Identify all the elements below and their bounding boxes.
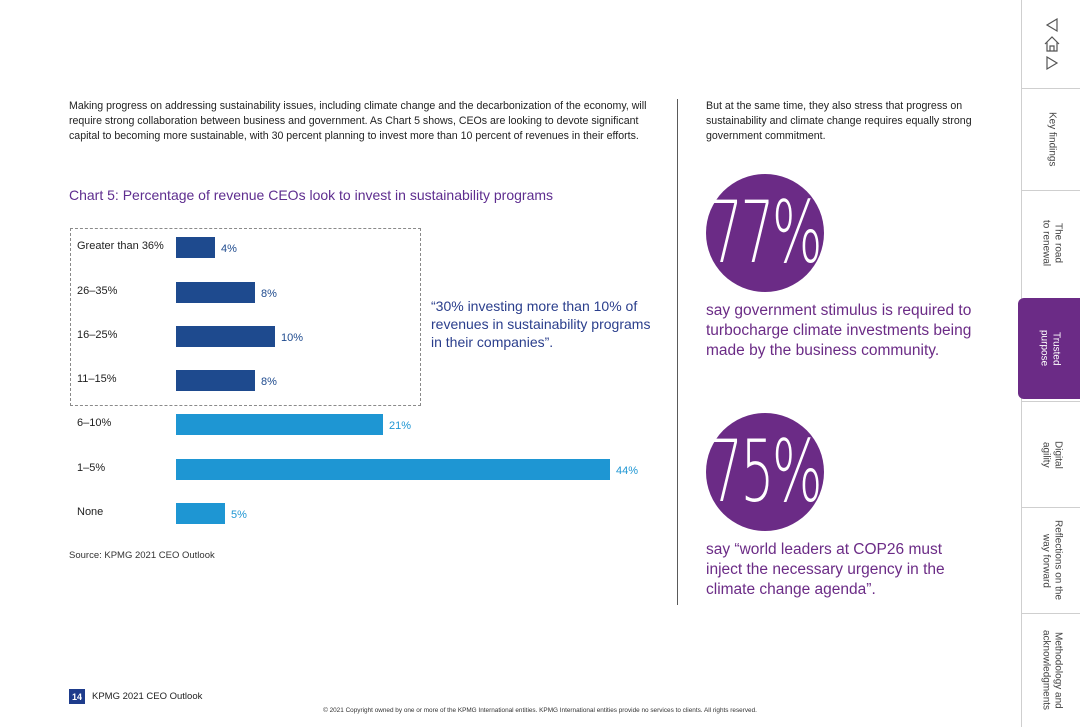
tab-label: Key findings bbox=[1046, 112, 1058, 167]
tab-trusted-purpose[interactable]: Trusted purpose bbox=[1018, 298, 1080, 399]
stat-value-1: 77% bbox=[709, 183, 823, 283]
tab-label: Reflections on the way forward bbox=[1040, 520, 1064, 601]
column-divider bbox=[677, 99, 678, 605]
bar bbox=[176, 459, 610, 480]
stat-circle-2: 75% bbox=[706, 413, 824, 531]
value-label: 5% bbox=[231, 509, 247, 521]
stat-text-2: say “world leaders at COP26 must inject … bbox=[706, 541, 945, 598]
category-label: None bbox=[77, 506, 104, 518]
bar bbox=[176, 370, 255, 391]
tab-road-to-renewal[interactable]: The road to renewal bbox=[1022, 190, 1080, 296]
side-navigation: Key findings The road to renewal Trusted… bbox=[1018, 0, 1080, 727]
tab-label: Digital agility bbox=[1040, 440, 1064, 469]
stat-value-2: 75% bbox=[709, 422, 823, 522]
tab-reflections[interactable]: Reflections on the way forward bbox=[1022, 507, 1080, 613]
stat-circle-1: 77% bbox=[706, 174, 824, 292]
tab-label: The road to renewal bbox=[1040, 220, 1064, 267]
chart-callout-quote: “30% investing more than 10% of revenues… bbox=[431, 298, 651, 350]
tab-label: Methodology and acknowledgments bbox=[1040, 630, 1064, 711]
category-label: 6–10% bbox=[77, 417, 112, 429]
highlight-group-box bbox=[70, 228, 421, 406]
category-label: Greater than 36% bbox=[77, 240, 164, 252]
tab-label: Trusted purpose bbox=[1038, 330, 1062, 367]
tab-methodology[interactable]: Methodology and acknowledgments bbox=[1022, 613, 1080, 727]
category-label: 26–35% bbox=[77, 285, 118, 297]
bar bbox=[176, 237, 215, 258]
intro-paragraph: Making progress on addressing sustainabi… bbox=[69, 100, 647, 142]
intro-right-paragraph: But at the same time, they also stress t… bbox=[706, 100, 972, 142]
page-number: 14 bbox=[69, 689, 85, 704]
value-label: 4% bbox=[221, 243, 237, 255]
category-label: 11–15% bbox=[77, 373, 117, 385]
home-icon[interactable] bbox=[1043, 35, 1061, 53]
value-label: 10% bbox=[281, 332, 304, 344]
bar bbox=[176, 326, 275, 347]
tab-key-findings[interactable]: Key findings bbox=[1022, 88, 1080, 190]
category-label: 16–25% bbox=[77, 329, 118, 341]
chart-source: Source: KPMG 2021 CEO Outlook bbox=[69, 550, 215, 561]
chart-title: Chart 5: Percentage of revenue CEOs look… bbox=[69, 187, 554, 203]
category-label: 1–5% bbox=[77, 462, 106, 474]
tab-digital-agility[interactable]: Digital agility bbox=[1022, 401, 1080, 507]
bar bbox=[176, 414, 383, 435]
value-label: 21% bbox=[389, 420, 412, 432]
nav-icon-group bbox=[1022, 0, 1080, 88]
value-label: 8% bbox=[261, 376, 277, 388]
bar bbox=[176, 503, 225, 524]
back-triangle-icon[interactable] bbox=[1044, 17, 1060, 33]
value-label: 8% bbox=[261, 288, 277, 300]
forward-triangle-icon[interactable] bbox=[1044, 55, 1060, 71]
footer-label: KPMG 2021 CEO Outlook bbox=[92, 691, 203, 702]
bar bbox=[176, 282, 255, 303]
stat-text-1: say government stimulus is required to t… bbox=[706, 302, 972, 359]
copyright-notice: © 2021 Copyright owned by one or more of… bbox=[323, 707, 757, 714]
value-label: 44% bbox=[616, 465, 639, 477]
